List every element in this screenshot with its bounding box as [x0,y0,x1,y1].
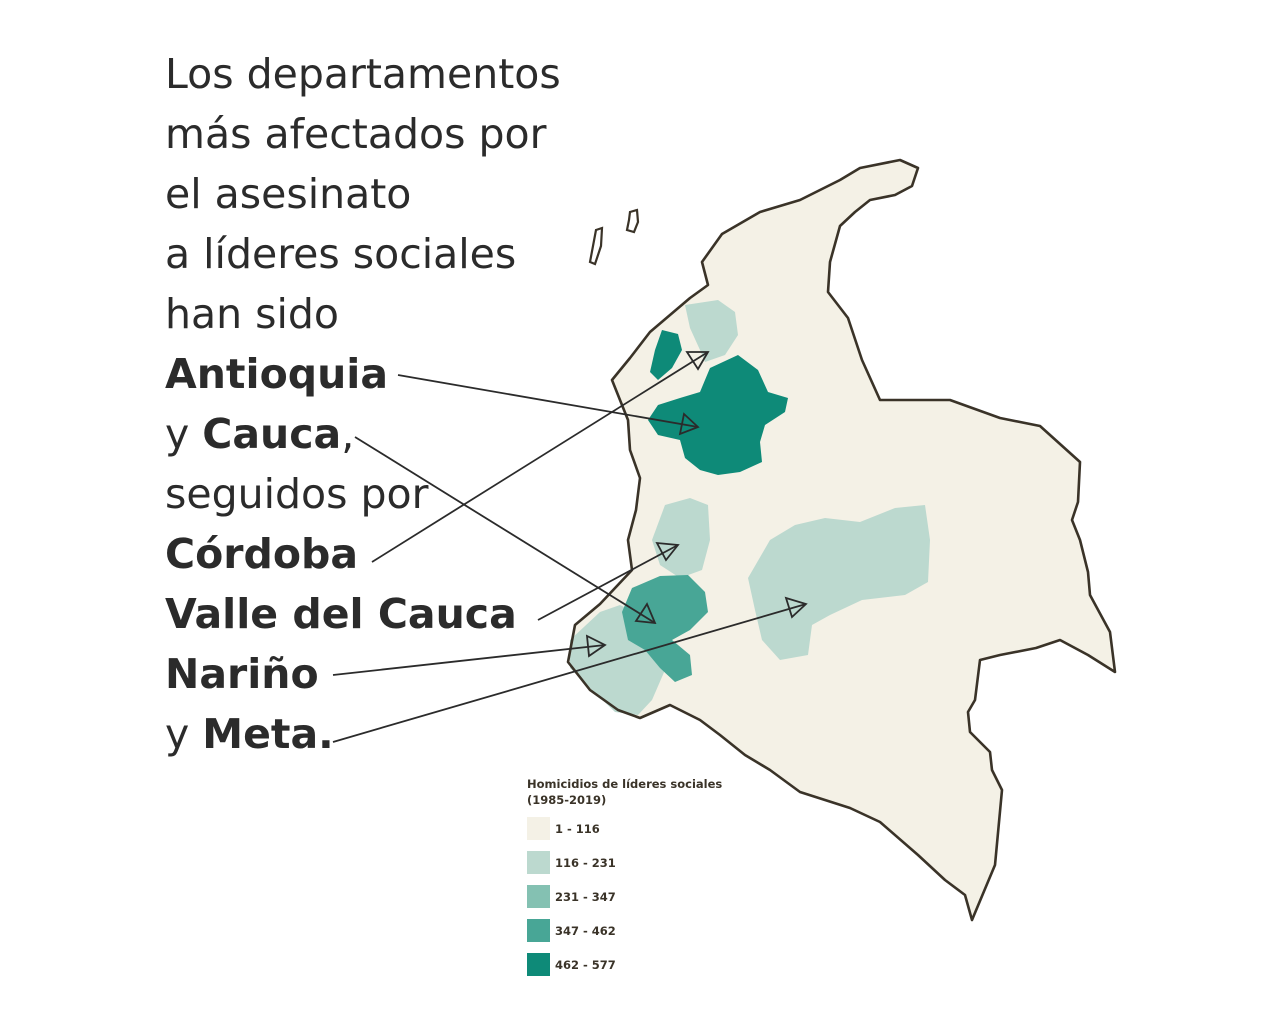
legend-label: 231 - 347 [555,889,616,904]
department-narino: Nariño [165,650,319,698]
headline-line: Los departamentos [165,50,561,98]
pointer-antioquia [397,374,700,436]
legend-swatch [527,919,550,942]
pointer-cauca [354,436,657,625]
legend-label: 1 - 116 [555,821,600,836]
pointer-narino [332,634,607,676]
legend-item: 231 - 347 [527,885,767,908]
legend-label: 347 - 462 [555,923,616,938]
connector-y: y [165,710,203,758]
legend-swatch [527,817,550,840]
zone-cauca-medium [622,575,708,682]
island-providencia [625,208,640,234]
legend-swatch [527,851,550,874]
comma: , [341,410,355,458]
legend-item: 462 - 577 [527,953,767,976]
legend-label: 116 - 231 [555,855,616,870]
legend-swatch [527,885,550,908]
headline-line: el asesinato [165,170,412,218]
legend-label: 462 - 577 [555,957,616,972]
department-meta: Meta. [202,710,334,758]
pointer-meta [332,596,808,743]
legend-title-years: (1985-2019) [527,793,607,807]
island-san-andres [588,226,604,266]
legend-item: 1 - 116 [527,817,767,840]
connector-y: y [165,410,203,458]
pointer-valle [537,541,680,621]
headline-line: han sido [165,290,339,338]
headline-line: seguidos por [165,470,429,518]
colombia-outline [566,158,1117,922]
legend: Homicidios de líderes sociales (1985-201… [527,776,767,987]
legend-title-line: Homicidios de líderes sociales [527,777,723,791]
headline-line: más afectados por [165,110,547,158]
legend-item: 347 - 462 [527,919,767,942]
headline-line: a líderes sociales [165,230,517,278]
department-antioquia: Antioquia [165,350,388,398]
legend-swatch [527,953,550,976]
department-cauca: Cauca [202,410,342,458]
department-valle: Valle del Cauca [165,590,517,638]
department-cordoba: Córdoba [165,530,359,578]
headline: Los departamentos más afectados por el a… [165,44,635,764]
legend-item: 116 - 231 [527,851,767,874]
legend-title: Homicidios de líderes sociales (1985-201… [527,776,767,808]
zone-cordoba-light [685,300,738,362]
zone-uraba-dark [650,330,682,380]
zone-antioquia-dark [648,355,788,475]
zone-meta-light [748,505,930,660]
pointer-cordoba [371,351,710,563]
